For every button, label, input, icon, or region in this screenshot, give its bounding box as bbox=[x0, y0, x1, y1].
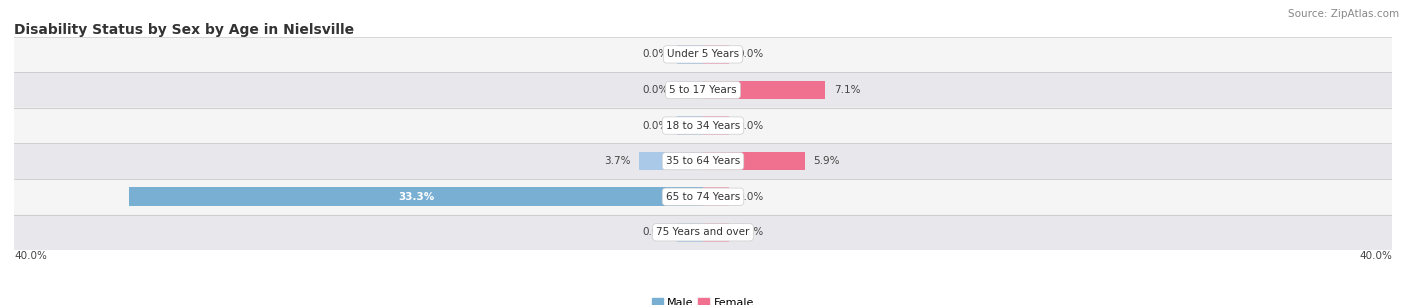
Text: 40.0%: 40.0% bbox=[14, 251, 46, 261]
Bar bbox=[703, 81, 825, 99]
Bar bbox=[678, 81, 703, 99]
Text: 0.0%: 0.0% bbox=[738, 120, 763, 131]
Text: 0.0%: 0.0% bbox=[643, 120, 669, 131]
Text: 0.0%: 0.0% bbox=[738, 192, 763, 202]
Bar bbox=[703, 116, 728, 135]
Text: 7.1%: 7.1% bbox=[834, 85, 860, 95]
Bar bbox=[129, 188, 703, 206]
Text: Under 5 Years: Under 5 Years bbox=[666, 49, 740, 59]
Text: 0.0%: 0.0% bbox=[643, 49, 669, 59]
Bar bbox=[678, 223, 703, 242]
Bar bbox=[703, 188, 728, 206]
FancyBboxPatch shape bbox=[14, 214, 1392, 250]
Text: 5 to 17 Years: 5 to 17 Years bbox=[669, 85, 737, 95]
Bar bbox=[678, 116, 703, 135]
Bar bbox=[678, 45, 703, 64]
FancyBboxPatch shape bbox=[14, 143, 1392, 179]
Text: 0.0%: 0.0% bbox=[643, 85, 669, 95]
Text: 0.0%: 0.0% bbox=[738, 49, 763, 59]
Bar bbox=[640, 152, 703, 170]
FancyBboxPatch shape bbox=[14, 179, 1392, 214]
FancyBboxPatch shape bbox=[14, 108, 1392, 143]
Bar bbox=[703, 223, 728, 242]
Text: 33.3%: 33.3% bbox=[398, 192, 434, 202]
Text: Source: ZipAtlas.com: Source: ZipAtlas.com bbox=[1288, 9, 1399, 19]
FancyBboxPatch shape bbox=[14, 37, 1392, 72]
Text: 5.9%: 5.9% bbox=[813, 156, 839, 166]
Text: 40.0%: 40.0% bbox=[1360, 251, 1392, 261]
Bar bbox=[703, 152, 804, 170]
FancyBboxPatch shape bbox=[14, 72, 1392, 108]
Text: Disability Status by Sex by Age in Nielsville: Disability Status by Sex by Age in Niels… bbox=[14, 23, 354, 37]
Text: 18 to 34 Years: 18 to 34 Years bbox=[666, 120, 740, 131]
Text: 0.0%: 0.0% bbox=[738, 227, 763, 237]
Text: 65 to 74 Years: 65 to 74 Years bbox=[666, 192, 740, 202]
Text: 35 to 64 Years: 35 to 64 Years bbox=[666, 156, 740, 166]
Bar bbox=[703, 45, 728, 64]
Text: 75 Years and over: 75 Years and over bbox=[657, 227, 749, 237]
Text: 3.7%: 3.7% bbox=[605, 156, 631, 166]
Legend: Male, Female: Male, Female bbox=[647, 293, 759, 305]
Text: 0.0%: 0.0% bbox=[643, 227, 669, 237]
